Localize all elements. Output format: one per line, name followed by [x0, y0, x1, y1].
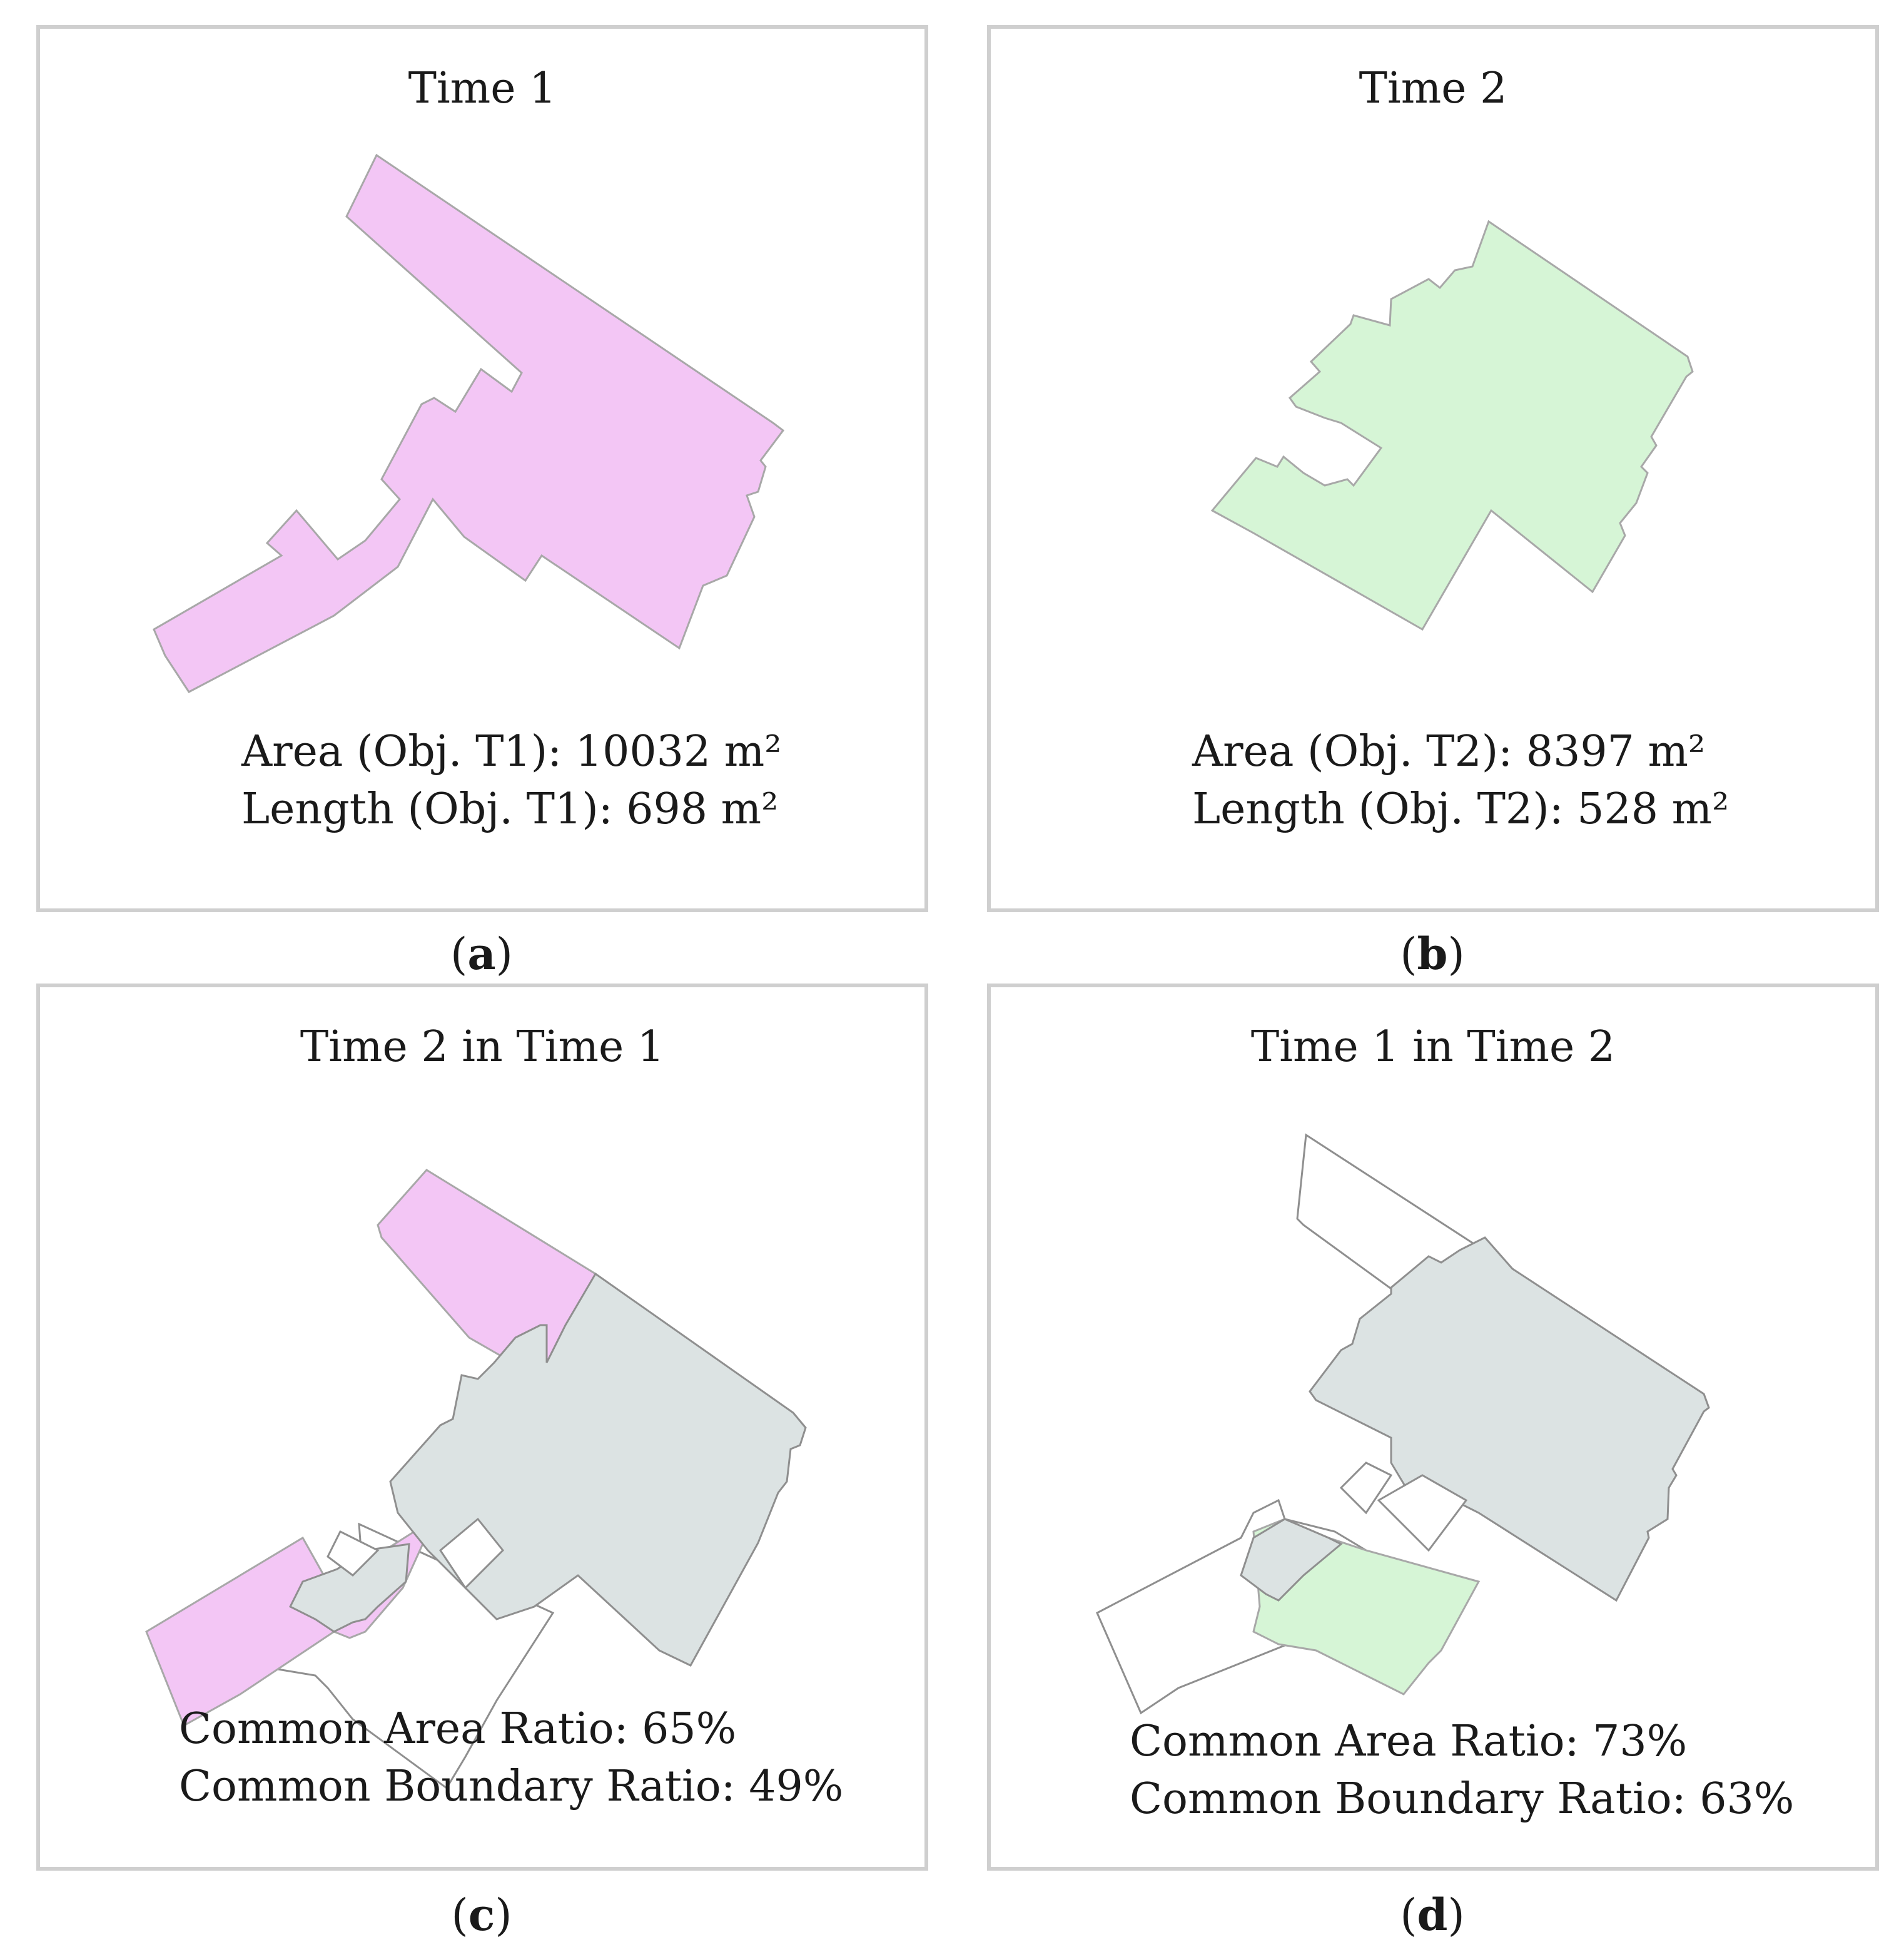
common-boundary-ratio: Common Boundary Ratio: 49% — [179, 1762, 844, 1811]
caption-d: (d) — [1400, 1889, 1465, 1941]
panel-a: Time 1 Area (Obj. T1): 10032 m² Length (… — [36, 25, 928, 912]
overlap-polygon-lower — [1240, 1518, 1343, 1602]
hole-outline — [1339, 1461, 1393, 1515]
panel-a-stats: Area (Obj. T1): 10032 m² Length (Obj. T1… — [241, 723, 781, 838]
length-label: Length (Obj. T1): 698 m² — [241, 785, 779, 834]
common-area-ratio: Common Area Ratio: 65% — [179, 1704, 737, 1754]
caption-a: (a) — [450, 928, 513, 980]
panel-c: Time 2 in Time 1 Common Area Ratio: 65% … — [36, 984, 928, 1871]
overlap-polygon — [1309, 1236, 1710, 1602]
caption-b: (b) — [1400, 928, 1465, 980]
panel-c-map — [145, 1169, 807, 1790]
caption-letter-c: c — [468, 1889, 495, 1941]
panel-a-title: Time 1 — [408, 64, 557, 113]
panel-d-title: Time 1 in Time 2 — [1250, 1022, 1616, 1072]
panel-c-title: Time 2 in Time 1 — [300, 1022, 665, 1072]
area-label: Area (Obj. T2): 8397 m² — [1192, 727, 1706, 776]
caption-letter-a: a — [467, 928, 496, 980]
hole-outline-2 — [1377, 1474, 1468, 1552]
time1-polygon — [153, 153, 785, 693]
area-label: Area (Obj. T1): 10032 m² — [241, 727, 782, 776]
panel-b: Time 2 Area (Obj. T2): 8397 m² Length (O… — [987, 25, 1879, 912]
hole-outline-2 — [327, 1530, 380, 1577]
panel-d-map — [1096, 1133, 1710, 1715]
time2-polygon — [1210, 220, 1694, 631]
panel-d: Time 1 in Time 2 Common Area Ratio: 73% … — [987, 984, 1879, 1871]
overlap-polygon — [389, 1272, 807, 1667]
panel-a-map — [153, 153, 785, 693]
common-boundary-ratio: Common Boundary Ratio: 63% — [1130, 1774, 1795, 1824]
common-area-ratio: Common Area Ratio: 73% — [1130, 1717, 1688, 1766]
length-label: Length (Obj. T2): 528 m² — [1192, 785, 1729, 834]
caption-letter-d: d — [1417, 1889, 1448, 1941]
panel-b-stats: Area (Obj. T2): 8397 m² Length (Obj. T2)… — [1192, 723, 1729, 838]
panel-b-title: Time 2 — [1359, 64, 1507, 113]
panel-d-stats: Common Area Ratio: 73% Common Boundary R… — [1130, 1713, 1794, 1828]
panel-b-map — [1210, 220, 1694, 631]
caption-letter-b: b — [1417, 928, 1448, 980]
caption-c: (c) — [451, 1889, 512, 1941]
hole-outline — [439, 1517, 505, 1590]
panel-c-stats: Common Area Ratio: 65% Common Boundary R… — [179, 1700, 843, 1816]
